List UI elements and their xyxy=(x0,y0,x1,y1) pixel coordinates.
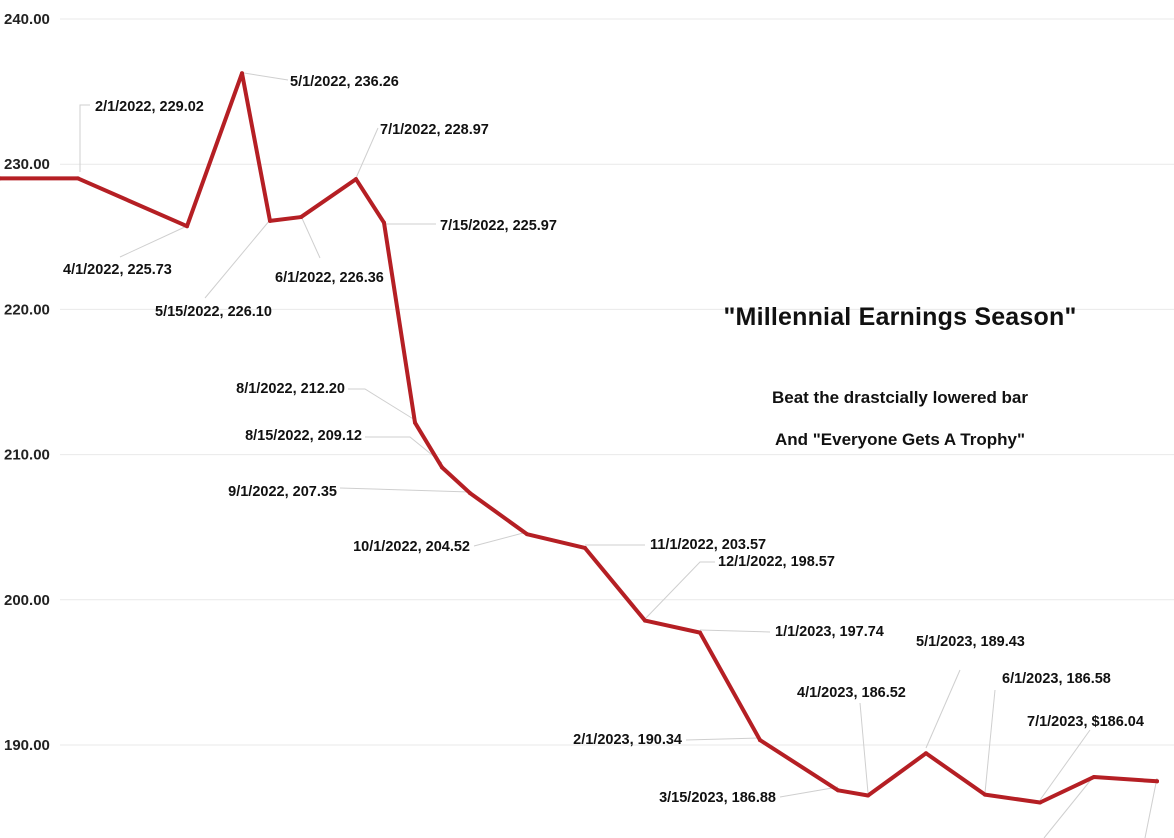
data-label: 7/15/2022, 225.97 xyxy=(440,218,557,234)
data-label: 11/1/2022, 203.57 xyxy=(650,537,766,553)
leader-line xyxy=(984,689,996,794)
data-point xyxy=(643,618,647,623)
data-label: 2/1/2023, 190.34 xyxy=(573,732,682,748)
data-label: 12/1/2022, 198.57 xyxy=(718,554,835,570)
leader-line xyxy=(1043,775,1095,838)
data-label: 7/1/2023, $186.04 xyxy=(1027,714,1144,730)
data-point xyxy=(440,465,444,470)
data-point xyxy=(0,176,2,181)
data-point xyxy=(382,220,386,225)
leader-line xyxy=(79,104,90,172)
data-point xyxy=(1155,779,1159,784)
data-point xyxy=(758,738,762,743)
annotation-line-2: And "Everyone Gets A Trophy" xyxy=(774,430,1026,449)
leader-line xyxy=(243,72,289,81)
leader-line xyxy=(204,219,271,299)
leader-line xyxy=(644,561,715,620)
leader-line xyxy=(925,669,961,749)
y-tick-label: 190.00 xyxy=(4,737,50,754)
data-point xyxy=(1092,774,1096,779)
series-layer xyxy=(0,71,1159,805)
data-point xyxy=(268,218,272,223)
leader-line xyxy=(355,127,379,179)
data-label: 10/1/2022, 204.52 xyxy=(353,539,470,555)
data-point xyxy=(299,215,303,220)
data-label: 4/1/2023, 186.52 xyxy=(797,685,906,701)
data-label: 5/1/2022, 236.26 xyxy=(290,74,399,90)
annotation-line-1: Beat the drastcially lowered bar xyxy=(771,388,1029,407)
data-point xyxy=(240,71,244,76)
leader-line xyxy=(699,629,771,633)
annotation-title: "Millennial Earnings Season" xyxy=(723,303,1077,331)
y-tick-label: 220.00 xyxy=(4,301,50,318)
leader-line xyxy=(473,531,528,547)
y-tick-label: 200.00 xyxy=(4,592,50,609)
data-point xyxy=(76,176,80,181)
y-axis-ticks: 240.00 230.00 220.00 210.00 200.00 190.00 xyxy=(4,11,50,754)
leader-line xyxy=(685,737,761,741)
data-point xyxy=(413,420,417,425)
y-tick-label: 240.00 xyxy=(4,11,50,28)
data-point xyxy=(354,177,358,182)
data-point xyxy=(1038,800,1042,805)
leader-line xyxy=(339,487,471,493)
data-label: 7/1/2022, 228.97 xyxy=(380,122,489,138)
data-point xyxy=(698,630,702,635)
data-labels: 2/1/2022, 229.02 4/1/2022, 225.73 5/1/2022… xyxy=(63,74,1144,806)
data-label: 1/1/2023, 197.74 xyxy=(775,624,884,640)
gridlines xyxy=(60,18,1174,746)
leader-line xyxy=(859,702,869,794)
leader-line xyxy=(365,436,443,464)
label-leader-lines xyxy=(79,72,1158,838)
data-point xyxy=(866,793,870,798)
data-label: 4/1/2022, 225.73 xyxy=(63,262,172,278)
data-point xyxy=(185,224,189,229)
data-label: 9/1/2022, 207.35 xyxy=(228,484,337,500)
data-label: 8/15/2022, 209.12 xyxy=(245,428,362,444)
y-tick-label: 230.00 xyxy=(4,156,50,173)
data-label: 2/1/2022, 229.02 xyxy=(95,99,204,115)
data-label: 6/1/2023, 186.58 xyxy=(1002,671,1111,687)
data-label: 6/1/2022, 226.36 xyxy=(275,270,384,286)
leader-line xyxy=(119,225,188,258)
leader-line xyxy=(300,215,321,259)
y-tick-label: 210.00 xyxy=(4,447,50,464)
data-point xyxy=(468,491,472,496)
data-point xyxy=(924,751,928,756)
data-point xyxy=(983,792,987,797)
data-point xyxy=(836,788,840,793)
data-label: 5/1/2023, 189.43 xyxy=(916,634,1025,650)
data-label: 3/15/2023, 186.88 xyxy=(659,790,776,806)
data-point xyxy=(525,532,529,537)
data-label: 8/1/2022, 212.20 xyxy=(236,381,345,397)
leader-line xyxy=(779,786,839,798)
leader-line xyxy=(1144,777,1158,838)
data-point xyxy=(583,545,587,550)
data-label: 5/15/2022, 226.10 xyxy=(155,304,272,320)
leader-line xyxy=(348,388,416,421)
leader-line xyxy=(1039,729,1091,801)
